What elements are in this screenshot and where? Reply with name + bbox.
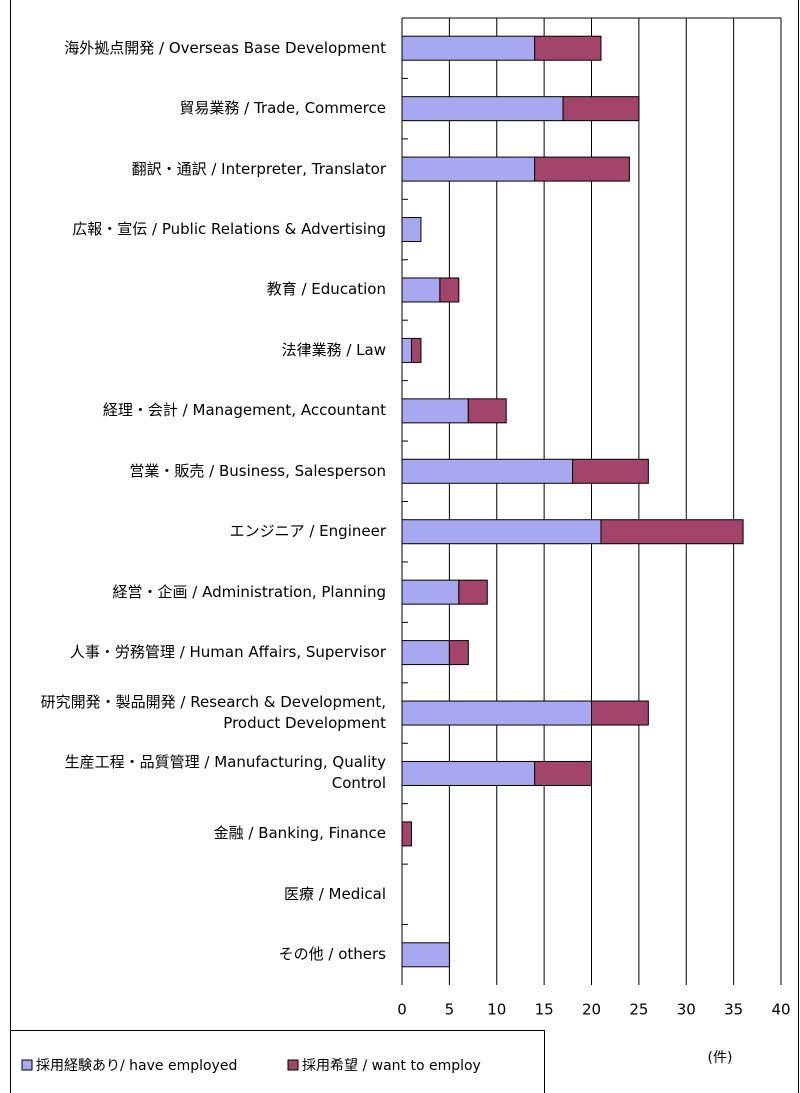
x-tick-label: 20 (582, 1001, 601, 1019)
legend-swatch (287, 1059, 299, 1071)
bar (534, 760, 593, 786)
bar (467, 398, 507, 424)
bar (401, 458, 574, 484)
y-tick-label: 翻訳・通訳 / Interpreter, Translator (131, 159, 386, 178)
bar (401, 337, 412, 363)
bar (401, 942, 450, 968)
legend-label: 採用希望 / want to employ (302, 1058, 481, 1074)
y-tick-label: 貿易業務 / Trade, Commerce (179, 99, 386, 118)
x-tick-label: 40 (771, 1001, 790, 1019)
bar (439, 277, 460, 303)
y-tick-label: 広報・宣伝 / Public Relations & Advertising (72, 220, 386, 239)
bar (591, 700, 649, 726)
y-tick-label: 生産工程・品質管理 / Manufacturing, Quality Contr… (64, 753, 386, 793)
bar (401, 519, 602, 545)
y-tick-label: 海外拠点開発 / Overseas Base Development (64, 38, 386, 57)
bar (401, 96, 564, 122)
y-tick-label: 教育 / Education (266, 280, 386, 299)
bar (401, 579, 460, 605)
bar (401, 217, 422, 243)
x-tick-label: 15 (535, 1001, 554, 1019)
bar (600, 519, 744, 545)
bar (401, 35, 536, 61)
bar (534, 156, 630, 182)
bar (562, 96, 640, 122)
x-tick-label: 0 (397, 1001, 407, 1019)
y-tick-label: 法律業務 / Law (281, 340, 386, 359)
bar (401, 277, 441, 303)
bar (401, 640, 450, 666)
x-tick-label: 30 (677, 1001, 696, 1019)
legend-label: 採用経験あり/ have employed (36, 1058, 237, 1074)
frame (10, 0, 799, 1093)
bar (572, 458, 649, 484)
x-tick-label: 25 (629, 1001, 648, 1019)
x-tick-label: 35 (724, 1001, 743, 1019)
x-tick-label: 10 (487, 1001, 506, 1019)
bar (458, 579, 488, 605)
bar (410, 337, 422, 363)
y-tick-label: 研究開発・製品開発 / Research & Development, Prod… (40, 693, 386, 733)
y-tick-label: その他 / others (278, 945, 386, 964)
bar (401, 760, 536, 786)
bar (401, 156, 536, 182)
x-unit-label: (件) (708, 1050, 733, 1066)
bar (448, 640, 469, 666)
y-tick-label: 金融 / Banking, Finance (213, 824, 386, 843)
y-tick-label: 営業・販売 / Business, Salesperson (129, 461, 386, 480)
bar (534, 35, 602, 61)
legend-box (10, 1030, 545, 1093)
y-tick-label: 人事・労務管理 / Human Affairs, Supervisor (69, 643, 386, 662)
y-tick-label: 経営・企画 / Administration, Planning (112, 582, 386, 601)
y-tick-label: エンジニア / Engineer (229, 522, 386, 541)
bar (401, 398, 469, 424)
legend-swatch (21, 1059, 33, 1071)
bar (401, 821, 412, 847)
bar (401, 700, 592, 726)
y-tick-label: 経理・会計 / Management, Accountant (102, 401, 386, 420)
x-tick-label: 5 (445, 1001, 455, 1019)
y-tick-label: 医療 / Medical (283, 884, 386, 903)
